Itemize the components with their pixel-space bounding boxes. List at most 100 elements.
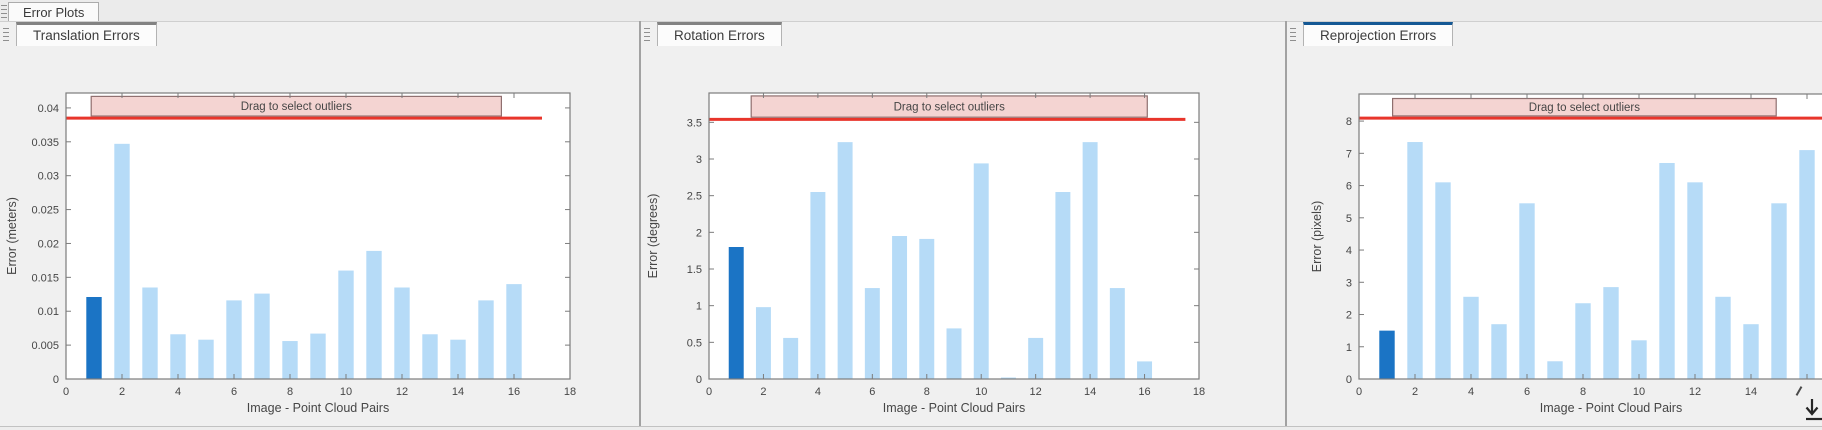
bar[interactable]	[783, 337, 799, 379]
y-tick-label: 2	[696, 227, 702, 239]
bar[interactable]	[973, 163, 989, 379]
bar[interactable]	[755, 307, 771, 379]
y-tick-label: 0.015	[31, 272, 59, 284]
bar[interactable]	[1491, 324, 1507, 379]
bar[interactable]	[422, 334, 438, 379]
bar[interactable]	[1000, 377, 1016, 379]
tab-error-plots[interactable]: Error Plots	[8, 2, 100, 21]
bar[interactable]	[282, 341, 298, 379]
x-tick-label: 2	[119, 386, 125, 398]
band-label: Drag to select outliers	[241, 101, 352, 113]
bar-selected[interactable]	[86, 296, 102, 379]
bar[interactable]	[946, 328, 962, 379]
grip-lines-icon[interactable]	[644, 28, 650, 41]
x-tick-label: 18	[564, 386, 576, 398]
bar[interactable]	[892, 236, 908, 379]
bar[interactable]	[919, 238, 935, 379]
x-tick-label: 8	[1580, 386, 1586, 398]
tab-reprojection-errors-label: Reprojection Errors	[1320, 28, 1437, 43]
bar[interactable]	[1055, 192, 1071, 379]
bar[interactable]	[1687, 182, 1703, 379]
bar[interactable]	[1603, 287, 1619, 379]
bar[interactable]	[394, 287, 410, 379]
bar[interactable]	[1028, 337, 1044, 379]
download-arrow-icon[interactable]	[1803, 397, 1822, 427]
bar[interactable]	[1463, 296, 1479, 379]
bar[interactable]	[1547, 361, 1563, 379]
y-tick-label: 2.5	[687, 191, 702, 203]
bar[interactable]	[478, 300, 494, 379]
bar[interactable]	[810, 192, 826, 379]
x-axis-label: Image - Point Cloud Pairs	[247, 401, 389, 415]
bar[interactable]	[1407, 142, 1423, 379]
bar[interactable]	[1435, 182, 1451, 379]
outlier-drag-band[interactable]	[1391, 97, 1777, 117]
x-tick-label: 0	[706, 386, 712, 398]
grip-lines-icon[interactable]	[3, 28, 9, 41]
y-tick-label: 0.04	[38, 103, 59, 115]
document-tab-bar: Error Plots	[0, 0, 1822, 22]
x-tick-label: 12	[396, 386, 408, 398]
outlier-drag-band[interactable]	[750, 95, 1148, 118]
bar-selected[interactable]	[1379, 330, 1395, 379]
bar[interactable]	[1519, 203, 1535, 379]
panel-divider[interactable]	[1285, 21, 1287, 430]
outlier-drag-band[interactable]	[90, 95, 503, 117]
bar[interactable]	[1631, 340, 1647, 379]
bar[interactable]	[310, 333, 326, 379]
translation-tab-bar: Translation Errors	[0, 22, 639, 46]
x-tick-label: 16	[508, 386, 520, 398]
y-tick-label: 1	[1346, 342, 1352, 354]
y-tick-label: 3.5	[687, 117, 702, 129]
axes-box	[65, 92, 571, 380]
x-tick-label: 6	[869, 386, 875, 398]
bar[interactable]	[1743, 324, 1759, 379]
grip-lines-icon[interactable]	[1, 5, 7, 18]
x-tick-label: 4	[815, 386, 821, 398]
y-tick-label: 0.02	[38, 238, 59, 250]
y-tick-label: 0.025	[31, 205, 59, 217]
x-tick-label: 4	[175, 386, 181, 398]
x-tick-label: 2	[760, 386, 766, 398]
bar[interactable]	[1771, 203, 1787, 379]
tab-rotation-errors-label: Rotation Errors	[674, 28, 765, 43]
tab-reprojection-errors[interactable]: Reprojection Errors	[1303, 22, 1454, 46]
band-label: Drag to select outliers	[894, 102, 1005, 114]
bar[interactable]	[1137, 361, 1153, 379]
bar[interactable]	[170, 334, 186, 379]
bar[interactable]	[226, 300, 242, 379]
y-tick-label: 7	[1346, 148, 1352, 160]
x-tick-label: 10	[1633, 386, 1645, 398]
bar-selected[interactable]	[728, 247, 744, 379]
axes-box	[1358, 93, 1822, 380]
axes-box	[708, 92, 1200, 380]
tab-translation-errors[interactable]: Translation Errors	[16, 22, 157, 46]
bar[interactable]	[1715, 296, 1731, 379]
bar[interactable]	[254, 293, 270, 379]
bar[interactable]	[1799, 150, 1815, 379]
x-tick-label: 8	[924, 386, 930, 398]
bar[interactable]	[198, 339, 214, 379]
bar[interactable]	[837, 142, 853, 379]
bar[interactable]	[1109, 288, 1125, 379]
bar[interactable]	[506, 284, 522, 379]
bar[interactable]	[1575, 303, 1591, 379]
bar[interactable]	[142, 287, 158, 379]
bar[interactable]	[114, 143, 130, 379]
bar[interactable]	[338, 270, 354, 379]
x-tick-label: 12	[1689, 386, 1701, 398]
y-tick-label: 0.035	[31, 137, 59, 149]
y-tick-label: 0	[53, 374, 59, 386]
bar[interactable]	[450, 339, 466, 379]
rotation-tab-bar: Rotation Errors	[641, 22, 1285, 46]
x-tick-label: 6	[231, 386, 237, 398]
bar[interactable]	[366, 250, 382, 379]
bar[interactable]	[1659, 162, 1675, 379]
grip-lines-icon[interactable]	[1290, 28, 1296, 41]
reprojection-tab-bar: Reprojection Errors	[1287, 22, 1822, 46]
panel-divider[interactable]	[639, 21, 641, 430]
bar[interactable]	[864, 288, 880, 379]
tab-rotation-errors[interactable]: Rotation Errors	[657, 22, 782, 46]
bar[interactable]	[1082, 142, 1098, 379]
